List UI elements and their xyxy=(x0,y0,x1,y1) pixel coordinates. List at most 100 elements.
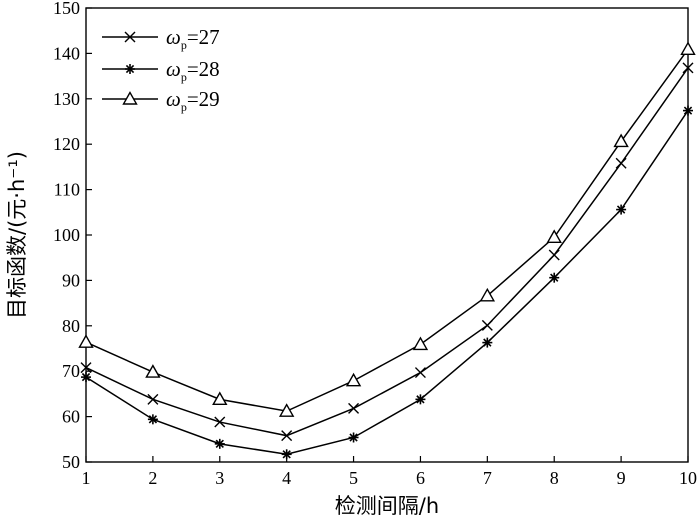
legend-marker-3 xyxy=(122,91,138,105)
legend-symbol: ω xyxy=(166,57,181,81)
legend-marker-1 xyxy=(124,31,136,43)
series-2-point-stroke xyxy=(416,395,425,404)
series-3-point xyxy=(345,372,362,387)
series-2-point-stroke xyxy=(483,338,492,347)
y-tick-label: 70 xyxy=(62,361,80,381)
axis-ticks: 1 2 3 4 5 6 7 8 9 10 50 60 70 80 90 100 110 120 130 140 150 xyxy=(53,0,697,488)
series-2-point-stroke xyxy=(81,372,91,382)
series-1-point xyxy=(348,402,360,414)
x-tick-label: 1 xyxy=(82,468,91,488)
series-3-point xyxy=(78,334,94,348)
series-3-point-shape xyxy=(212,391,228,406)
x-tick-label: 4 xyxy=(282,468,291,488)
series-2-point xyxy=(348,432,359,443)
series-2-point-stroke xyxy=(148,415,158,424)
series-1-point xyxy=(414,367,426,379)
legend-marker-3-shape xyxy=(122,91,138,105)
series-1-point-stroke xyxy=(281,430,293,442)
series-1-point-stroke xyxy=(548,249,560,261)
series-1-point-stroke xyxy=(214,416,226,428)
series-3-point xyxy=(278,403,295,417)
y-tick-label: 120 xyxy=(53,134,80,154)
series-3-point xyxy=(613,133,629,148)
series-line-2 xyxy=(85,110,689,456)
series-2-point-stroke xyxy=(550,273,559,282)
legend-label-3: ωp=29 xyxy=(166,87,220,114)
series-1-point-stroke xyxy=(682,62,694,74)
legend-value: =28 xyxy=(187,57,220,81)
series-3-point-shape xyxy=(613,133,629,148)
legend-value: =27 xyxy=(187,25,220,49)
x-tick-label: 3 xyxy=(215,468,224,488)
series-2-point-stroke xyxy=(215,439,224,449)
legend-marker-2-stroke xyxy=(125,64,135,74)
x-tick-label: 6 xyxy=(416,468,425,488)
series-2-point xyxy=(482,337,493,348)
y-tick-label: 50 xyxy=(62,452,80,472)
series-1-point-stroke xyxy=(147,393,159,405)
series-2-point xyxy=(616,204,627,215)
series-3-point-shape xyxy=(412,336,429,351)
series-layer xyxy=(78,41,696,460)
series-1-point-stroke xyxy=(348,402,360,414)
x-axis-label: 检测间隔/h xyxy=(335,494,439,518)
y-tick-label: 110 xyxy=(54,180,80,200)
series-2-point xyxy=(81,372,91,383)
legend-marker-2 xyxy=(125,64,135,74)
x-tick-label: 5 xyxy=(349,468,358,488)
series-2-point-stroke xyxy=(616,205,626,214)
y-axis-label: 目标函数/(元·h⁻¹) xyxy=(5,151,29,319)
series-1-point xyxy=(80,362,92,374)
series-3-point xyxy=(145,364,161,378)
series-3-point xyxy=(479,287,496,302)
x-tick-label: 2 xyxy=(148,468,157,488)
series-line-1 xyxy=(85,67,689,437)
series-2-point xyxy=(281,449,292,460)
series-3-point xyxy=(412,336,429,351)
series-1-point-stroke xyxy=(481,319,493,331)
series-3-point-shape xyxy=(345,372,362,387)
series-2-point-stroke xyxy=(683,106,693,115)
series-2-point-stroke xyxy=(349,433,358,442)
series-1-point xyxy=(214,416,226,428)
series-3-point xyxy=(680,41,696,56)
series-3-point xyxy=(212,391,228,406)
series-line-3 xyxy=(85,48,689,412)
y-tick-label: 140 xyxy=(53,43,80,63)
series-1-point xyxy=(147,393,159,405)
series-3-point-shape xyxy=(546,229,562,243)
series-3-point-shape xyxy=(680,41,696,56)
series-2-point-stroke xyxy=(282,450,291,459)
series-1-point-stroke xyxy=(80,362,92,374)
series-3-point-shape xyxy=(278,403,295,417)
series-3-point-shape xyxy=(145,364,161,378)
legend-marker-1-stroke xyxy=(124,31,136,43)
series-3-point-shape xyxy=(78,334,94,348)
series-3-point xyxy=(546,229,562,243)
series-1-point-stroke xyxy=(414,367,426,379)
series-2-point xyxy=(214,438,225,449)
y-tick-label: 80 xyxy=(62,316,80,336)
series-1-point xyxy=(615,157,627,169)
x-tick-label: 10 xyxy=(679,468,697,488)
legend-subscript: p xyxy=(181,70,187,84)
series-2-point xyxy=(415,394,426,405)
y-tick-label: 90 xyxy=(62,270,80,290)
y-tick-label: 60 xyxy=(62,407,80,427)
series-1-point xyxy=(682,62,694,74)
legend-subscript: p xyxy=(181,38,187,52)
series-2-point xyxy=(147,414,158,425)
legend-label-2: ωp=28 xyxy=(166,57,220,84)
legend-value: =29 xyxy=(187,87,220,111)
x-tick-label: 7 xyxy=(483,468,492,488)
series-2-point xyxy=(549,272,560,283)
series-2-point xyxy=(683,105,693,116)
x-tick-label: 9 xyxy=(617,468,626,488)
legend-symbol: ω xyxy=(166,87,181,111)
x-tick-label: 8 xyxy=(550,468,559,488)
series-1-point xyxy=(548,249,560,261)
y-tick-label: 100 xyxy=(53,225,80,245)
series-1-point xyxy=(481,319,493,331)
